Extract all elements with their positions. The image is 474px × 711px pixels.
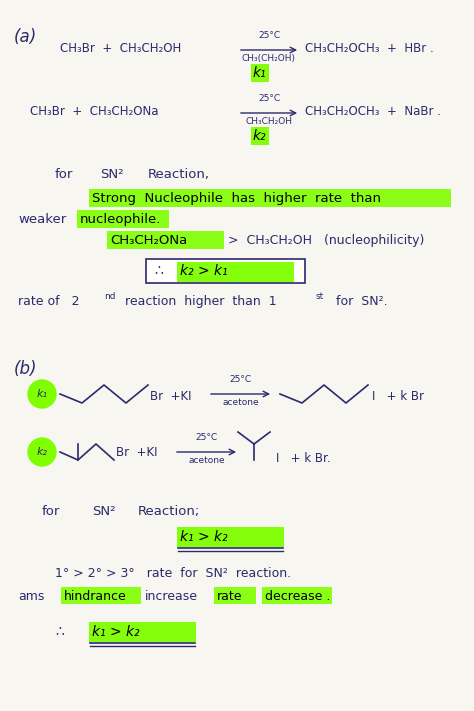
Text: k₁ > k₂: k₁ > k₂ [92, 625, 140, 639]
Text: k₂ > k₁: k₂ > k₁ [180, 264, 228, 278]
Text: nd: nd [104, 292, 116, 301]
Text: CH₃CH₂ONa: CH₃CH₂ONa [110, 234, 187, 247]
Text: k₂: k₂ [36, 447, 47, 457]
Text: weaker: weaker [18, 213, 66, 226]
Text: Reaction;: Reaction; [138, 505, 200, 518]
Text: 25°C: 25°C [258, 94, 280, 103]
Text: k₁: k₁ [253, 66, 266, 80]
Text: hindrance: hindrance [64, 590, 127, 603]
Text: Br  +KI: Br +KI [116, 446, 157, 459]
Text: (a): (a) [14, 28, 37, 46]
FancyBboxPatch shape [77, 210, 169, 228]
Text: CH₃CH₂OCH₃  +  HBr .: CH₃CH₂OCH₃ + HBr . [305, 42, 434, 55]
Text: ∴: ∴ [154, 264, 163, 278]
Text: reaction  higher  than  1: reaction higher than 1 [117, 295, 277, 308]
FancyBboxPatch shape [89, 189, 451, 207]
Circle shape [28, 438, 56, 466]
Text: Strong  Nucleophile  has  higher  rate  than: Strong Nucleophile has higher rate than [92, 192, 381, 205]
Text: decrease .: decrease . [265, 590, 330, 603]
FancyBboxPatch shape [146, 259, 305, 283]
Text: k₁ > k₂: k₁ > k₂ [180, 530, 228, 544]
FancyBboxPatch shape [177, 262, 294, 282]
FancyBboxPatch shape [214, 587, 256, 604]
Text: Reaction,: Reaction, [148, 168, 210, 181]
FancyBboxPatch shape [89, 622, 196, 642]
Text: I   + k Br: I + k Br [372, 390, 424, 403]
FancyBboxPatch shape [107, 231, 224, 249]
Text: >  CH₃CH₂OH   (nucleophilicity): > CH₃CH₂OH (nucleophilicity) [228, 234, 424, 247]
Text: acetone: acetone [222, 398, 259, 407]
Text: st: st [316, 292, 324, 301]
Text: CH₃Br  +  CH₃CH₂OH: CH₃Br + CH₃CH₂OH [60, 42, 181, 55]
Text: CH₃(CH₂OH): CH₃(CH₂OH) [242, 54, 296, 63]
Text: rate of   2: rate of 2 [18, 295, 80, 308]
Text: for  SN².: for SN². [328, 295, 388, 308]
Text: I   + k Br.: I + k Br. [276, 452, 331, 465]
Text: SN²: SN² [92, 505, 116, 518]
Text: 25°C: 25°C [258, 31, 280, 40]
Text: 1° > 2° > 3°   rate  for  SN²  reaction.: 1° > 2° > 3° rate for SN² reaction. [55, 567, 291, 580]
Text: (b): (b) [14, 360, 37, 378]
FancyBboxPatch shape [177, 527, 284, 547]
Text: for: for [42, 505, 60, 518]
FancyBboxPatch shape [61, 587, 141, 604]
Text: ∴: ∴ [55, 625, 64, 639]
Text: increase: increase [145, 590, 198, 603]
Text: for: for [55, 168, 73, 181]
Text: SN²: SN² [100, 168, 124, 181]
Text: rate: rate [217, 590, 243, 603]
Text: CH₃Br  +  CH₃CH₂ONa: CH₃Br + CH₃CH₂ONa [30, 105, 158, 118]
Text: 25°C: 25°C [229, 375, 252, 384]
Text: k₂: k₂ [253, 129, 266, 143]
Text: k₁: k₁ [36, 389, 47, 399]
Text: ams: ams [18, 590, 45, 603]
Text: CH₃CH₂OCH₃  +  NaBr .: CH₃CH₂OCH₃ + NaBr . [305, 105, 441, 118]
Text: Br  +KI: Br +KI [150, 390, 191, 403]
FancyBboxPatch shape [262, 587, 332, 604]
Text: CH₃CH₂OH: CH₃CH₂OH [246, 117, 292, 126]
Text: nucleophile.: nucleophile. [80, 213, 161, 226]
Text: acetone: acetone [188, 456, 225, 465]
Circle shape [28, 380, 56, 408]
Text: 25°C: 25°C [195, 433, 218, 442]
